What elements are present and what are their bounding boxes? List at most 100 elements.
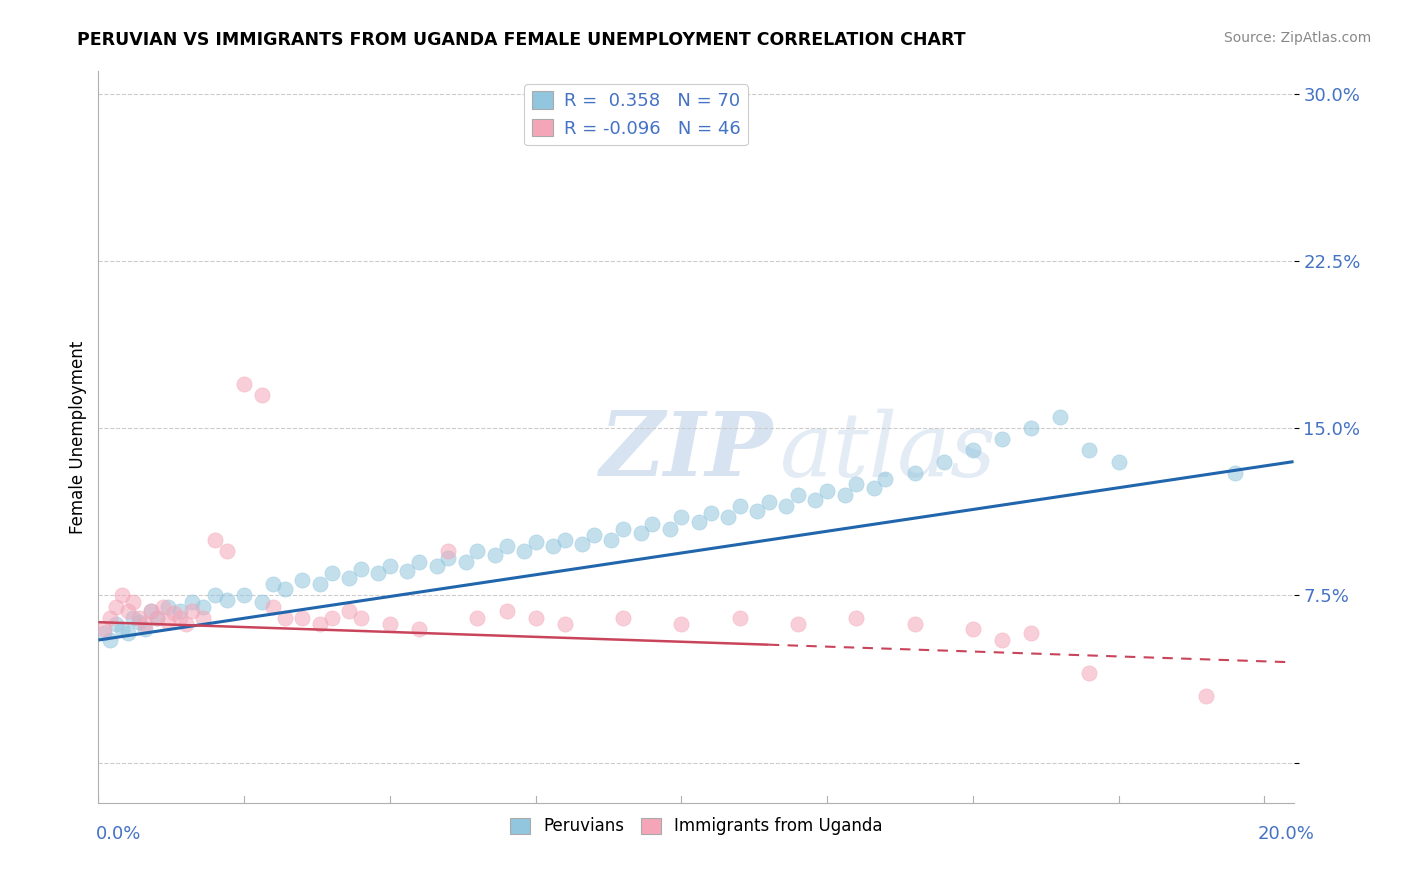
Point — [193, 599, 215, 614]
Point — [350, 562, 373, 576]
Point — [174, 617, 197, 632]
Point — [309, 577, 332, 591]
Point — [1108, 455, 1130, 469]
Point — [787, 617, 810, 632]
Point — [524, 611, 547, 625]
Point — [122, 611, 145, 625]
Text: 0.0%: 0.0% — [96, 825, 141, 843]
Point — [408, 555, 430, 569]
Point — [962, 443, 984, 458]
Point — [671, 617, 693, 632]
Point — [991, 433, 1014, 447]
Point — [699, 506, 721, 520]
Point — [875, 473, 897, 487]
Point — [274, 582, 297, 596]
Point — [524, 534, 547, 549]
Point — [484, 548, 506, 563]
Point — [93, 622, 115, 636]
Point — [688, 515, 710, 529]
Legend: Peruvians, Immigrants from Uganda: Peruvians, Immigrants from Uganda — [503, 811, 889, 842]
Point — [554, 533, 576, 547]
Point — [378, 617, 401, 632]
Point — [600, 533, 623, 547]
Point — [437, 544, 460, 558]
Point — [612, 611, 634, 625]
Point — [350, 611, 373, 625]
Point — [1019, 626, 1042, 640]
Point — [554, 617, 576, 632]
Point — [775, 500, 797, 514]
Point — [262, 599, 284, 614]
Point — [541, 539, 564, 553]
Point — [104, 617, 127, 632]
Point — [437, 550, 460, 565]
Point — [180, 595, 202, 609]
Point — [495, 604, 517, 618]
Point — [134, 617, 156, 632]
Point — [787, 488, 810, 502]
Point — [215, 592, 238, 607]
Point — [262, 577, 284, 591]
Point — [152, 599, 174, 614]
Point — [193, 611, 215, 625]
Point — [337, 571, 360, 585]
Point — [98, 633, 121, 648]
Point — [1078, 443, 1101, 458]
Point — [111, 622, 134, 636]
Text: atlas: atlas — [779, 409, 995, 495]
Point — [163, 607, 186, 621]
Point — [991, 633, 1014, 648]
Point — [128, 611, 150, 625]
Point — [134, 622, 156, 636]
Point — [641, 517, 664, 532]
Point — [169, 611, 191, 625]
Y-axis label: Female Unemployment: Female Unemployment — [69, 341, 87, 533]
Point — [582, 528, 605, 542]
Point — [903, 466, 925, 480]
Point — [903, 617, 925, 632]
Point — [671, 510, 693, 524]
Point — [204, 589, 226, 603]
Text: 20.0%: 20.0% — [1258, 825, 1315, 843]
Point — [117, 626, 139, 640]
Point — [367, 566, 389, 581]
Point — [291, 573, 314, 587]
Point — [804, 492, 827, 507]
Point — [815, 483, 838, 498]
Point — [728, 500, 751, 514]
Point — [274, 611, 297, 625]
Point — [98, 611, 121, 625]
Point — [932, 455, 955, 469]
Point — [467, 611, 489, 625]
Point — [962, 622, 984, 636]
Point — [747, 503, 769, 517]
Point — [117, 604, 139, 618]
Point — [571, 537, 593, 551]
Point — [157, 615, 180, 630]
Point — [145, 611, 167, 625]
Point — [1078, 666, 1101, 681]
Point — [139, 604, 162, 618]
Point — [157, 599, 180, 614]
Text: PERUVIAN VS IMMIGRANTS FROM UGANDA FEMALE UNEMPLOYMENT CORRELATION CHART: PERUVIAN VS IMMIGRANTS FROM UGANDA FEMAL… — [77, 31, 966, 49]
Point — [408, 622, 430, 636]
Point — [250, 595, 273, 609]
Point — [1195, 689, 1218, 703]
Point — [122, 595, 145, 609]
Point — [862, 482, 884, 496]
Point — [513, 544, 536, 558]
Point — [728, 611, 751, 625]
Point — [180, 604, 202, 618]
Point — [454, 555, 477, 569]
Point — [128, 615, 150, 630]
Point — [467, 544, 489, 558]
Text: Source: ZipAtlas.com: Source: ZipAtlas.com — [1223, 31, 1371, 45]
Point — [495, 539, 517, 553]
Point — [1225, 466, 1247, 480]
Point — [1049, 410, 1071, 425]
Point — [834, 488, 856, 502]
Point — [233, 376, 256, 391]
Point — [378, 559, 401, 574]
Point — [612, 521, 634, 535]
Point — [104, 599, 127, 614]
